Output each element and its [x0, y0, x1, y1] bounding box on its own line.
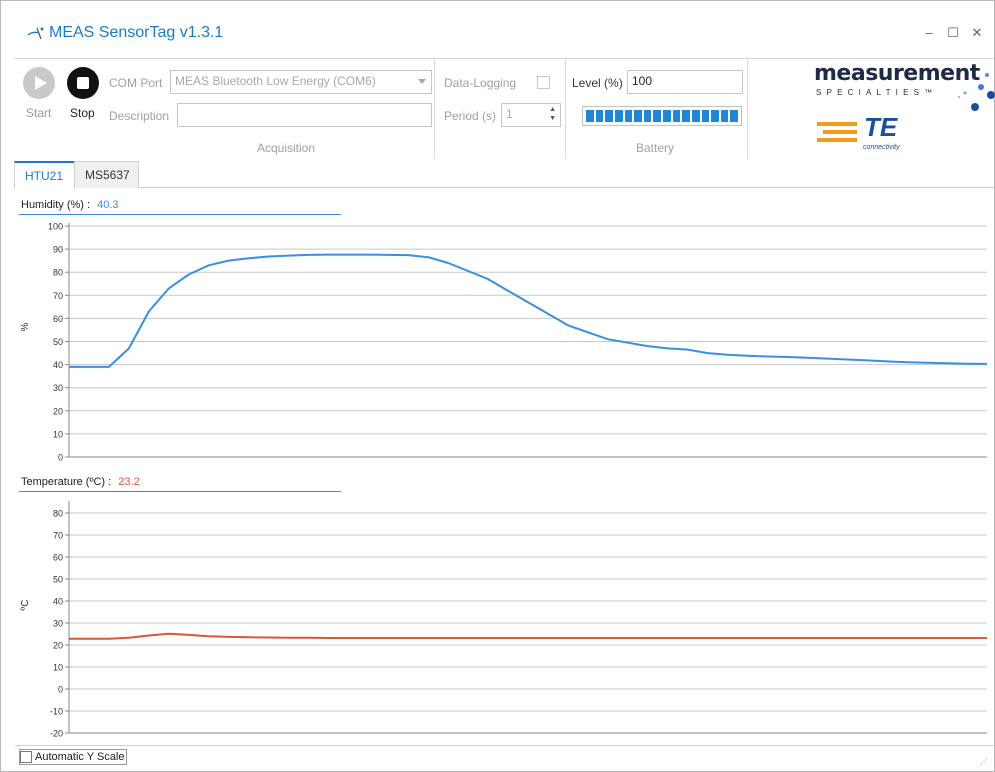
- battery-segment: [682, 110, 690, 122]
- dots-logo-icon: [957, 73, 995, 111]
- temperature-tick-label: -10: [50, 707, 63, 717]
- battery-segment: [730, 110, 738, 122]
- com-port-select[interactable]: MEAS Bluetooth Low Energy (COM6): [170, 70, 432, 94]
- close-button[interactable]: ✕: [971, 25, 983, 40]
- maximize-button[interactable]: ☐: [947, 25, 959, 40]
- battery-group-label: Battery: [636, 141, 675, 155]
- temperature-tick-label: 60: [53, 553, 63, 563]
- humidity-tick-label: 0: [58, 453, 63, 463]
- temperature-value: 23.2: [118, 476, 140, 488]
- temperature-tick-label: 0: [58, 685, 63, 695]
- te-logo-text: TE: [864, 112, 898, 142]
- chevron-down-icon: [418, 79, 426, 84]
- temperature-tick-label: 80: [53, 509, 63, 519]
- temperature-underline: [19, 491, 341, 492]
- humidity-tick-label: 70: [53, 291, 63, 301]
- humidity-tick-label: 60: [53, 314, 63, 324]
- divider: [565, 59, 566, 159]
- checkbox-box: [20, 751, 32, 763]
- description-label: Description: [109, 109, 170, 123]
- battery-segment: [624, 110, 633, 122]
- minimize-button[interactable]: –: [925, 25, 933, 40]
- battery-segment: [634, 110, 642, 122]
- te-connectivity-text: connectivity: [863, 144, 900, 151]
- level-field: 100: [627, 70, 743, 94]
- humidity-tick-label: 100: [48, 222, 63, 232]
- period-value: 1: [506, 107, 513, 121]
- battery-segment: [711, 110, 719, 122]
- data-logging-label: Data-Logging: [444, 76, 517, 90]
- start-button[interactable]: [23, 67, 55, 99]
- com-port-value: MEAS Bluetooth Low Energy (COM6): [175, 74, 376, 88]
- battery-segment: [653, 110, 661, 122]
- temperature-tick-label: 30: [53, 619, 63, 629]
- humidity-series-line: [69, 253, 988, 368]
- divider: [434, 59, 435, 159]
- humidity-tick-label: 50: [53, 337, 63, 347]
- temperature-label: Temperature (ºC) :: [21, 476, 112, 488]
- period-stepper[interactable]: 1 ▲ ▼: [501, 103, 561, 127]
- humidity-label: Humidity (%) :: [21, 199, 91, 211]
- humidity-y-label: %: [20, 322, 31, 331]
- tab-htu21[interactable]: HTU21: [14, 161, 75, 189]
- temperature-tick-label: 70: [53, 531, 63, 541]
- battery-segment: [663, 110, 671, 122]
- description-input[interactable]: [177, 103, 432, 127]
- start-label: Start: [26, 106, 52, 120]
- battery-segment: [605, 110, 613, 122]
- stop-label: Stop: [70, 106, 95, 120]
- battery-bar: [582, 106, 742, 126]
- humidity-tick-label: 90: [53, 245, 63, 255]
- temperature-tick-label: 10: [53, 663, 63, 673]
- spin-down-icon[interactable]: ▼: [549, 115, 556, 122]
- period-label: Period (s): [444, 109, 497, 123]
- humidity-tick-label: 40: [53, 360, 63, 370]
- humidity-tick-label: 30: [53, 383, 63, 393]
- temperature-series-line: [69, 632, 987, 640]
- title-bar: MEAS SensorTag v1.3.1 – ☐ ✕: [1, 1, 994, 55]
- toolbar: Start Stop COM Port MEAS Bluetooth Low E…: [14, 58, 994, 159]
- temperature-tick-label: 40: [53, 597, 63, 607]
- auto-y-scale-label: Automatic Y Scale: [35, 751, 125, 763]
- temperature-y-label: ºC: [20, 600, 31, 611]
- acquisition-group-label: Acquisition: [257, 141, 316, 155]
- data-logging-checkbox[interactable]: [537, 76, 550, 89]
- battery-segment: [586, 110, 594, 122]
- tab-strip-border: [14, 187, 994, 188]
- battery-segment: [701, 110, 710, 122]
- battery-segment: [595, 110, 604, 122]
- temperature-tick-label: 20: [53, 641, 63, 651]
- battery-segment: [720, 110, 729, 122]
- spin-up-icon[interactable]: ▲: [549, 106, 556, 113]
- temperature-title: Temperature (ºC) : 23.2: [21, 476, 140, 488]
- specialties-logo: SPECIALTIES™: [816, 88, 938, 97]
- battery-segment: [614, 110, 623, 122]
- charts-canvas: 1009080706050403020100%80706050403020100…: [20, 222, 988, 739]
- resize-grip-icon[interactable]: ⋰: [980, 757, 988, 766]
- humidity-underline: [19, 214, 341, 215]
- auto-y-scale-checkbox[interactable]: Automatic Y Scale: [19, 749, 128, 765]
- humidity-tick-label: 20: [53, 406, 63, 416]
- tab-ms5637[interactable]: MS5637: [74, 161, 139, 188]
- window-title: MEAS SensorTag v1.3.1: [49, 24, 224, 41]
- humidity-value: 40.3: [97, 199, 119, 211]
- measurement-logo: measurement: [814, 61, 980, 86]
- humidity-tick-label: 80: [53, 268, 63, 278]
- stop-button[interactable]: [67, 67, 99, 99]
- com-port-label: COM Port: [109, 76, 163, 90]
- sensortag-icon: [27, 27, 44, 40]
- humidity-title: Humidity (%) : 40.3: [21, 199, 119, 211]
- te-logo-icon: [817, 122, 857, 142]
- divider: [747, 59, 748, 159]
- battery-segment: [691, 110, 700, 122]
- battery-segment: [672, 110, 681, 122]
- level-label: Level (%): [572, 76, 623, 90]
- battery-segment: [643, 110, 652, 122]
- temperature-tick-label: -20: [50, 729, 63, 739]
- status-divider: [15, 745, 995, 746]
- humidity-tick-label: 10: [53, 429, 63, 439]
- temperature-tick-label: 50: [53, 575, 63, 585]
